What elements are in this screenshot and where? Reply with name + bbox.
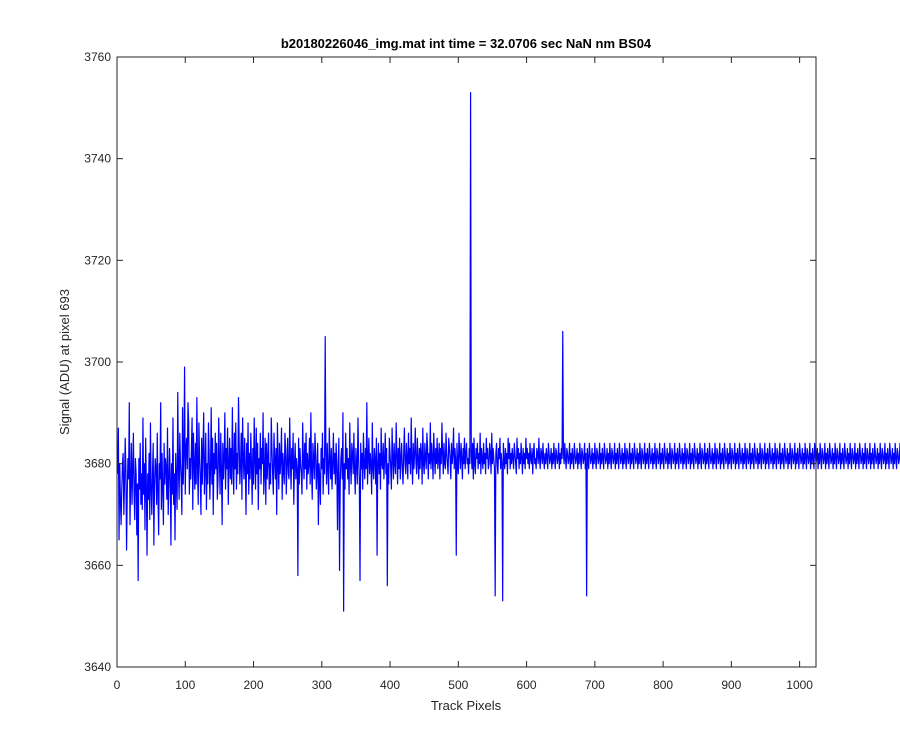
series-layer	[117, 91, 900, 612]
y-tick-label: 3720	[84, 253, 111, 267]
x-tick-label: 300	[312, 678, 332, 692]
tick-layer: 0 100 200 300 400 500 600 700 800 900 1000 3640 3660…	[84, 50, 816, 692]
x-tick-label: 600	[517, 678, 537, 692]
y-tick-label: 3640	[84, 660, 111, 674]
y-axis-label: Signal (ADU) at pixel 693	[57, 289, 72, 435]
y-tick-label: 3740	[84, 152, 111, 166]
x-tick-label: 400	[380, 678, 400, 692]
y-tick-label: 3680	[84, 457, 111, 471]
x-axis-label: Track Pixels	[431, 698, 502, 713]
x-tick-label: 500	[448, 678, 468, 692]
chart-title: b20180226046_img.mat int time = 32.0706 …	[281, 36, 652, 51]
y-tick-label: 3760	[84, 50, 111, 64]
series-line-1	[117, 91, 900, 612]
x-tick-label: 0	[114, 678, 121, 692]
plot-area	[117, 57, 816, 667]
x-tick-label: 800	[653, 678, 673, 692]
x-tick-label: 100	[175, 678, 195, 692]
x-tick-label: 200	[244, 678, 264, 692]
x-tick-label: 700	[585, 678, 605, 692]
y-tick-label: 3660	[84, 558, 111, 572]
x-tick-label: 900	[721, 678, 741, 692]
y-tick-label: 3700	[84, 355, 111, 369]
x-tick-label: 1000	[786, 678, 813, 692]
